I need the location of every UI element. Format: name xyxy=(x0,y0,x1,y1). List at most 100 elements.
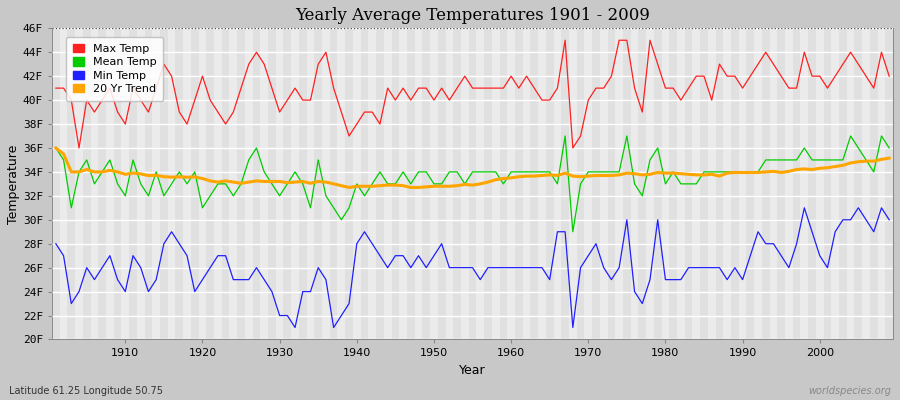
Bar xyxy=(437,28,446,340)
Bar xyxy=(746,28,754,340)
Bar xyxy=(430,28,437,340)
Bar xyxy=(68,28,75,340)
Bar xyxy=(191,28,199,340)
Bar xyxy=(383,28,392,340)
Bar xyxy=(415,28,422,340)
Bar xyxy=(816,28,824,340)
Bar xyxy=(230,28,238,340)
Bar xyxy=(361,28,368,340)
Bar xyxy=(523,28,530,340)
Bar xyxy=(353,28,361,340)
Bar xyxy=(329,28,338,340)
Bar xyxy=(500,28,508,340)
Bar xyxy=(446,28,454,340)
Bar xyxy=(731,28,739,340)
Bar xyxy=(152,28,160,340)
Bar xyxy=(778,28,785,340)
Bar xyxy=(508,28,515,340)
Bar xyxy=(808,28,816,340)
Bar xyxy=(824,28,832,340)
Bar xyxy=(654,28,662,340)
Bar xyxy=(677,28,685,340)
Bar xyxy=(670,28,677,340)
Bar xyxy=(577,28,584,340)
Bar xyxy=(98,28,106,340)
Bar xyxy=(832,28,839,340)
Bar xyxy=(221,28,230,340)
Bar xyxy=(346,28,353,340)
Bar xyxy=(238,28,245,340)
Bar xyxy=(400,28,407,340)
Bar xyxy=(214,28,221,340)
Bar xyxy=(145,28,152,340)
Bar xyxy=(199,28,206,340)
Bar xyxy=(184,28,191,340)
Legend: Max Temp, Mean Temp, Min Temp, 20 Yr Trend: Max Temp, Mean Temp, Min Temp, 20 Yr Tre… xyxy=(66,37,163,101)
Bar xyxy=(491,28,500,340)
Bar xyxy=(307,28,314,340)
Bar xyxy=(245,28,253,340)
Bar xyxy=(886,28,893,340)
Bar xyxy=(75,28,83,340)
Bar xyxy=(662,28,670,340)
Bar xyxy=(785,28,793,340)
Bar xyxy=(854,28,862,340)
Bar xyxy=(878,28,886,340)
Y-axis label: Temperature: Temperature xyxy=(7,144,20,224)
Bar xyxy=(646,28,654,340)
Bar xyxy=(176,28,184,340)
Bar xyxy=(538,28,545,340)
Bar xyxy=(268,28,275,340)
Bar xyxy=(592,28,599,340)
Bar xyxy=(59,28,68,340)
Title: Yearly Average Temperatures 1901 - 2009: Yearly Average Temperatures 1901 - 2009 xyxy=(295,7,650,24)
Bar xyxy=(616,28,623,340)
Bar xyxy=(476,28,484,340)
Bar xyxy=(623,28,631,340)
Bar xyxy=(91,28,98,340)
Bar xyxy=(275,28,284,340)
Bar xyxy=(284,28,292,340)
Bar xyxy=(569,28,577,340)
Bar xyxy=(692,28,700,340)
Bar xyxy=(608,28,616,340)
Bar xyxy=(206,28,214,340)
Bar xyxy=(762,28,770,340)
Text: Latitude 61.25 Longitude 50.75: Latitude 61.25 Longitude 50.75 xyxy=(9,386,163,396)
Bar xyxy=(454,28,461,340)
X-axis label: Year: Year xyxy=(459,364,486,377)
Bar xyxy=(469,28,476,340)
Bar xyxy=(631,28,638,340)
Bar xyxy=(461,28,469,340)
Bar xyxy=(122,28,130,340)
Bar xyxy=(260,28,268,340)
Bar xyxy=(52,28,59,340)
Bar xyxy=(739,28,746,340)
Bar xyxy=(392,28,400,340)
Bar xyxy=(584,28,592,340)
Bar xyxy=(754,28,762,340)
Bar xyxy=(299,28,307,340)
Bar xyxy=(160,28,167,340)
Bar xyxy=(793,28,800,340)
Bar xyxy=(870,28,878,340)
Bar xyxy=(770,28,778,340)
Bar xyxy=(862,28,870,340)
Bar xyxy=(562,28,569,340)
Bar xyxy=(113,28,122,340)
Bar xyxy=(368,28,376,340)
Bar xyxy=(515,28,523,340)
Bar xyxy=(167,28,176,340)
Bar xyxy=(545,28,554,340)
Bar xyxy=(314,28,322,340)
Bar xyxy=(338,28,346,340)
Bar xyxy=(484,28,491,340)
Bar xyxy=(700,28,708,340)
Bar xyxy=(83,28,91,340)
Bar xyxy=(724,28,731,340)
Bar xyxy=(638,28,646,340)
Bar xyxy=(422,28,430,340)
Bar xyxy=(376,28,383,340)
Bar xyxy=(292,28,299,340)
Bar xyxy=(530,28,538,340)
